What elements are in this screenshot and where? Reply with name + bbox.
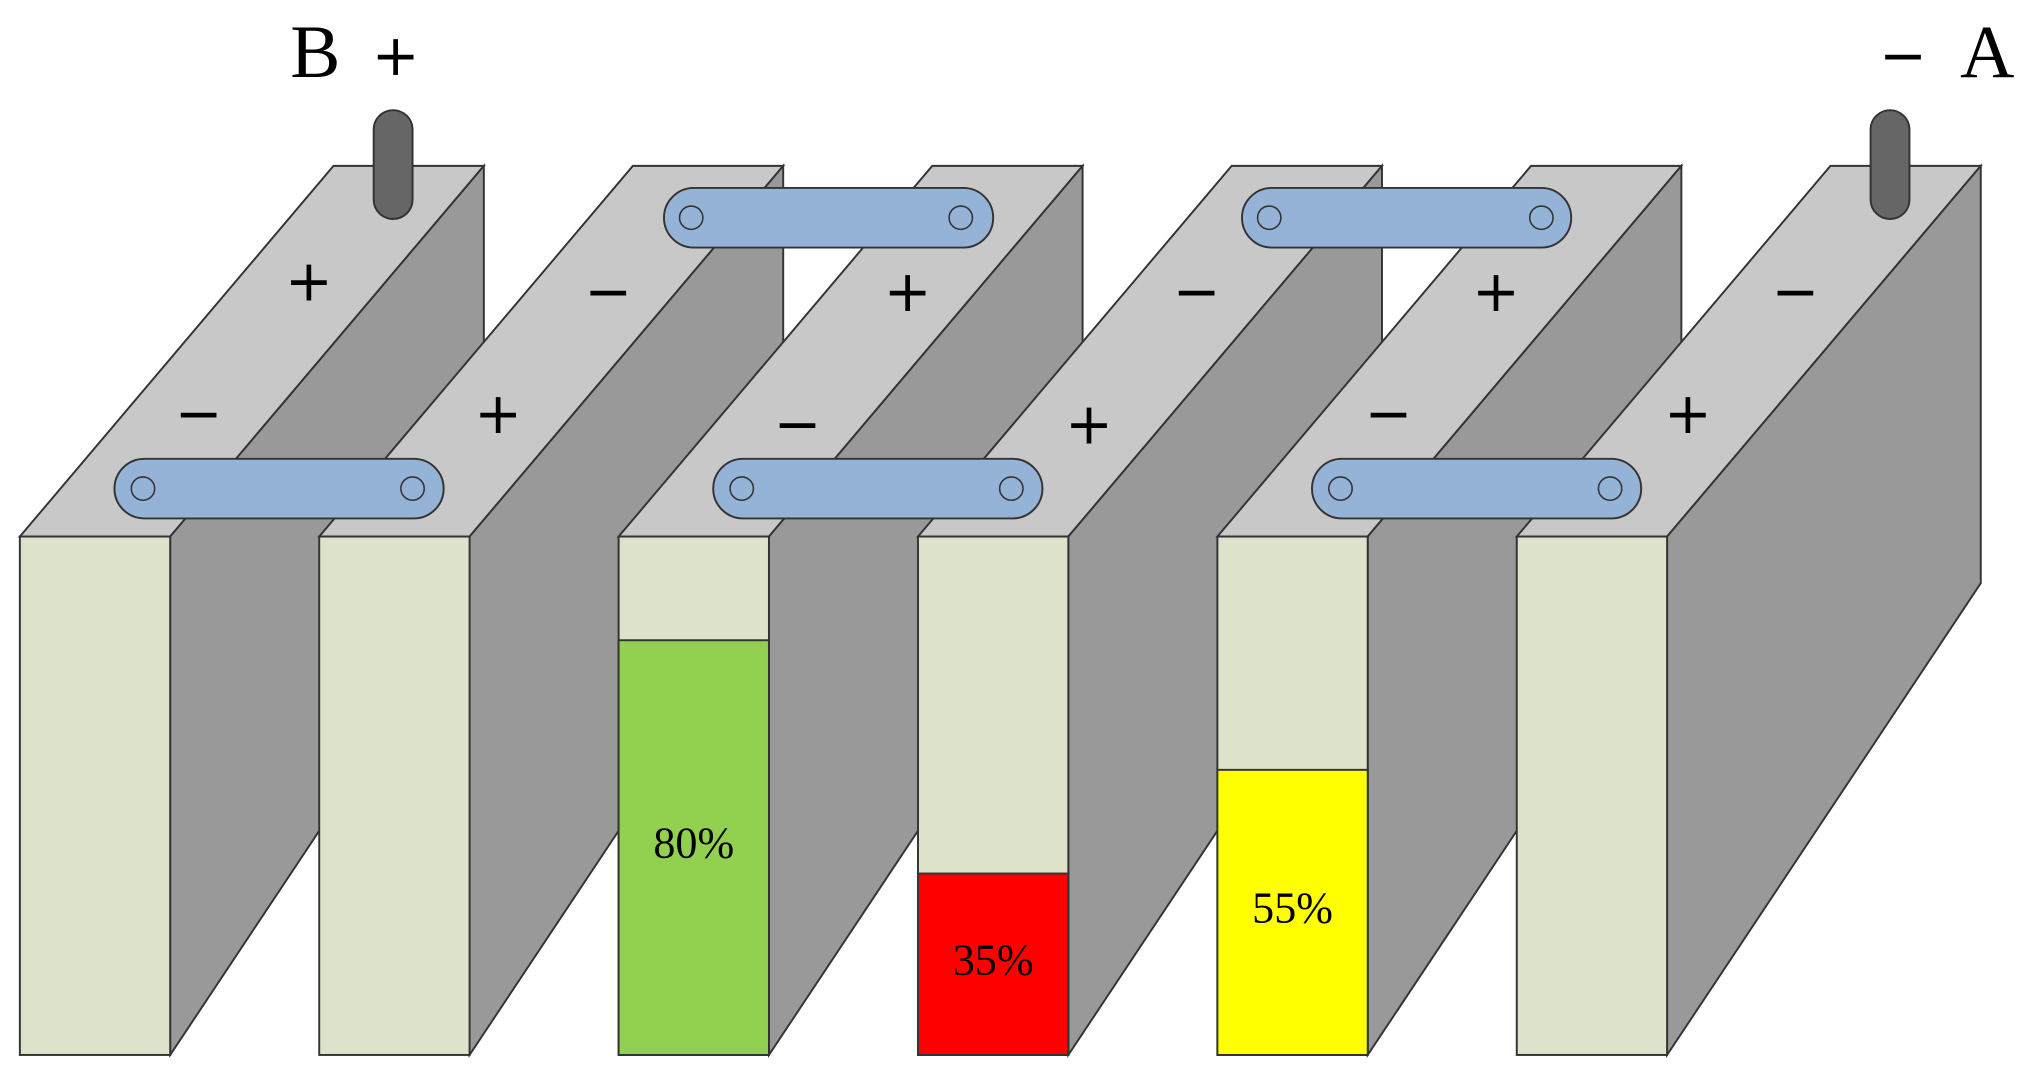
charge-label: 55% bbox=[1252, 884, 1333, 933]
terminal-sign: + bbox=[372, 23, 420, 89]
connectors bbox=[113, 186, 1643, 520]
charge-level bbox=[1216, 768, 1369, 1056]
bolt bbox=[729, 476, 755, 502]
charge-level bbox=[917, 872, 1070, 1056]
terminal-post bbox=[372, 109, 414, 221]
bolt bbox=[1528, 205, 1554, 231]
terminal-post bbox=[1869, 109, 1911, 221]
cell-front bbox=[18, 535, 172, 1056]
polarity-sign: − bbox=[584, 259, 632, 325]
bolt bbox=[998, 476, 1024, 502]
polarity-sign: + bbox=[884, 259, 932, 325]
polarity-sign: + bbox=[1472, 259, 1520, 325]
polarity-sign: + bbox=[1065, 391, 1113, 457]
terminal-label: B bbox=[290, 11, 340, 94]
connector-strap bbox=[1311, 457, 1643, 520]
bolt bbox=[400, 476, 425, 502]
cells: +−−+80%+−35%−+55%+−−+ bbox=[17, 163, 1983, 1059]
polarity-sign: − bbox=[1173, 259, 1221, 325]
charge-label: 80% bbox=[653, 819, 734, 868]
charge-label: 35% bbox=[953, 935, 1034, 984]
bolt bbox=[948, 205, 974, 231]
bolt bbox=[1328, 476, 1353, 502]
connector-strap bbox=[663, 186, 995, 249]
polarity-sign: − bbox=[175, 381, 223, 447]
bolt bbox=[678, 205, 704, 231]
connector-strap bbox=[1241, 186, 1573, 249]
polarity-sign: + bbox=[1664, 381, 1712, 447]
terminal-label: A bbox=[1960, 11, 2014, 94]
bolt bbox=[1256, 205, 1282, 231]
polarity-sign: − bbox=[1772, 259, 1820, 325]
cell-front bbox=[1515, 535, 1669, 1056]
connector-strap bbox=[712, 457, 1044, 520]
connector-strap bbox=[113, 457, 445, 520]
terminals: B + − A bbox=[290, 11, 2014, 221]
cell-front bbox=[318, 535, 471, 1056]
bolt bbox=[1597, 476, 1623, 502]
polarity-sign: − bbox=[1365, 381, 1413, 447]
charge-level bbox=[617, 639, 770, 1056]
polarity-sign: − bbox=[774, 391, 822, 457]
terminal-sign: − bbox=[1879, 23, 1927, 89]
polarity-sign: + bbox=[474, 381, 522, 447]
bolt bbox=[130, 476, 156, 502]
polarity-sign: + bbox=[285, 249, 333, 315]
